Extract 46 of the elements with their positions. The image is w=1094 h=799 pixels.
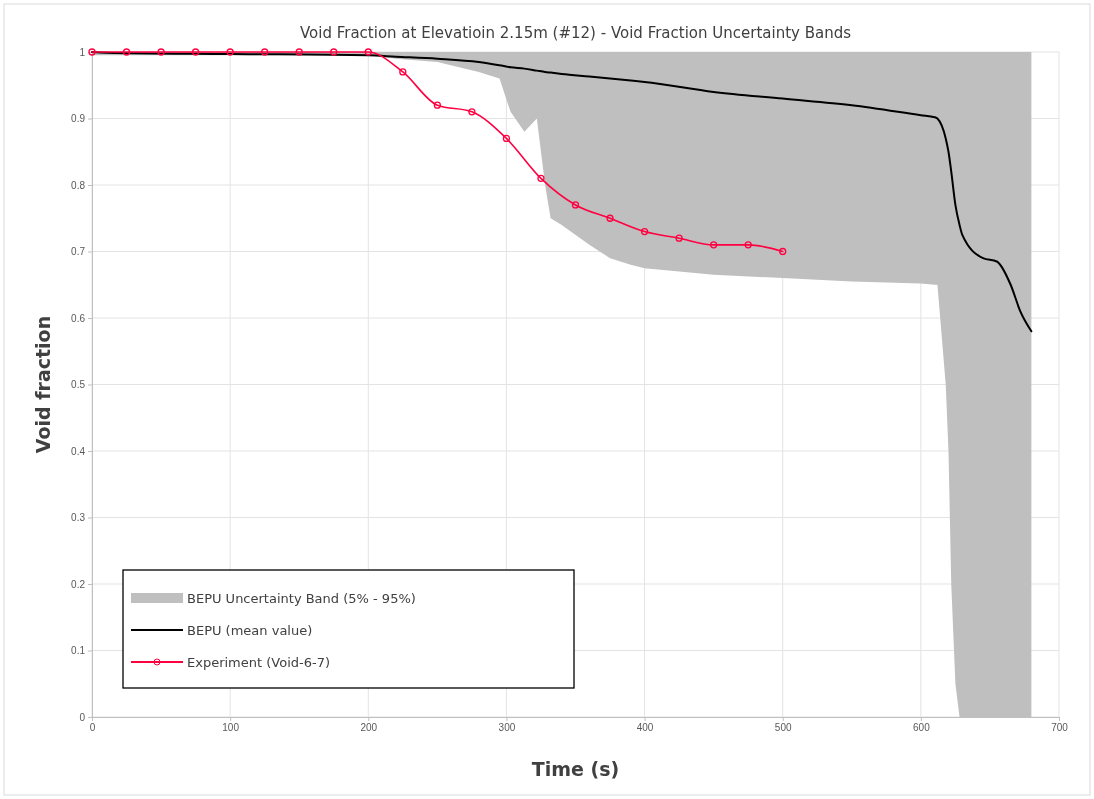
x-tick-label: 600 [913,722,931,734]
x-tick-label: 300 [498,722,516,734]
y-tick-label: 0.7 [71,246,86,258]
point [399,68,407,76]
point [468,108,476,116]
y-tick-label: 0 [79,711,86,723]
y-axis-title: Void fraction [32,315,54,454]
y-tick-label: 0.6 [71,312,86,324]
point [675,234,683,242]
point [779,247,787,256]
point [744,241,752,249]
point [191,48,200,56]
point [537,174,545,182]
x-tick-label: 100 [222,722,240,734]
point [226,48,234,56]
point [640,227,649,236]
point [606,214,614,222]
y-tick-label: 0.9 [71,113,86,125]
y-tick-label: 0.4 [71,445,86,457]
point [122,48,131,56]
x-tick-label: 0 [89,722,96,734]
point [295,48,303,56]
x-tick-label: 200 [360,722,378,734]
point [261,48,269,56]
point [330,48,338,56]
y-tick-label: 0.2 [71,578,86,590]
x-tick-label: 700 [1051,722,1069,734]
x-tick-label: 400 [636,722,654,734]
y-tick-label: 1 [79,46,86,58]
x-axis-title: Time (s) [531,758,620,780]
y-tick-label: 0.5 [71,379,86,391]
point [571,201,580,209]
legend-label: Experiment (Void-6-7) [187,655,331,670]
point [157,48,165,56]
x-tick-label: 500 [774,722,792,734]
chart-title: Void Fraction at Elevatioin 2.15m (#12) - Void Fraction Uncertainty Bands [299,24,852,42]
point [709,241,718,249]
legend-label: BEPU (mean value) [187,623,313,638]
point [433,101,442,109]
annotation: BEPU Uncertainty Band (5% - 95%) [187,591,416,606]
point [502,134,511,143]
y-tick-label: 0.3 [71,512,86,524]
point [364,48,372,56]
y-tick-label: 0.8 [71,179,86,191]
point [88,48,96,56]
y-tick-label: 0.1 [71,645,86,657]
